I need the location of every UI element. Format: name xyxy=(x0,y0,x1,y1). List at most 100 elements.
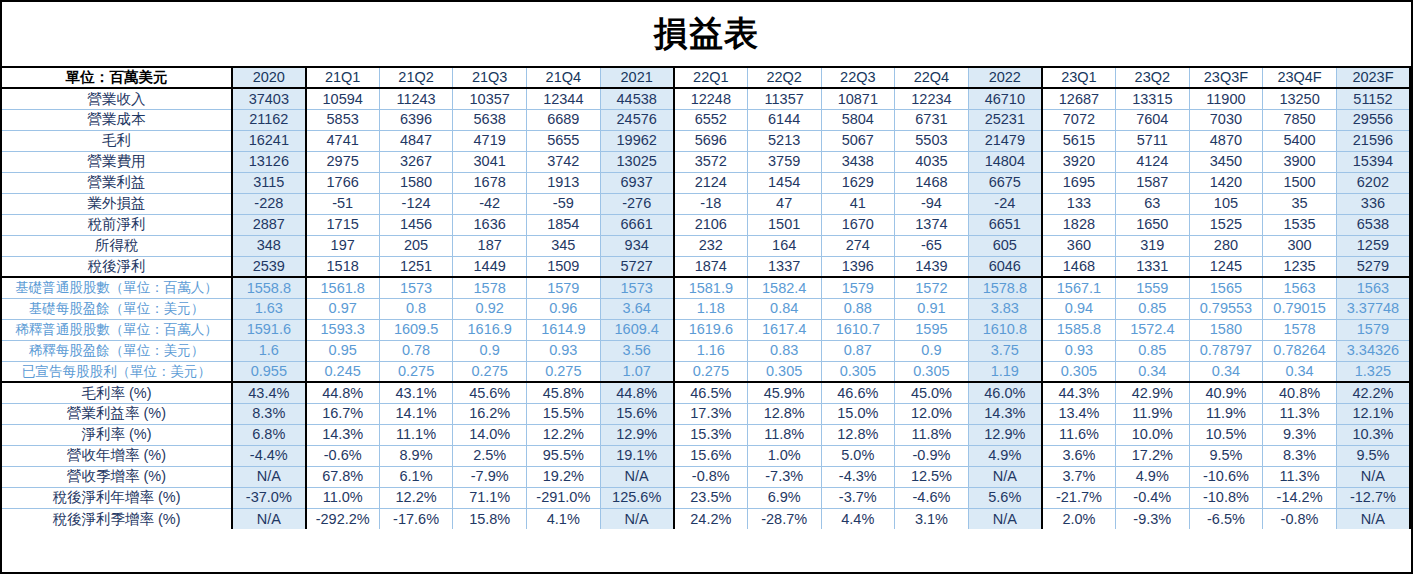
table-cell: -10.8% xyxy=(1189,487,1263,508)
table-cell: -0.6% xyxy=(306,445,380,466)
table-row: 稅後淨利253915181251144915095727187413371396… xyxy=(2,256,1410,277)
column-header-22Q1: 22Q1 xyxy=(674,67,748,88)
table-cell: 1245 xyxy=(1189,256,1263,277)
table-cell: 4847 xyxy=(379,130,453,151)
table-row: 營收季增率 (%)N/A67.8%6.1%-7.9%19.2%N/A-0.8%-… xyxy=(2,466,1410,487)
table-row: 淨利率 (%)6.8%14.3%11.1%14.0%12.2%12.9%15.3… xyxy=(2,424,1410,445)
table-cell: 1715 xyxy=(306,214,380,235)
table-cell: 51152 xyxy=(1336,88,1410,109)
unit-header-cell: 單位：百萬美元 xyxy=(2,67,232,88)
table-cell: 232 xyxy=(674,235,748,256)
table-cell: 6046 xyxy=(968,256,1042,277)
table-cell: 16.2% xyxy=(453,403,527,424)
table-cell: 0.305 xyxy=(821,361,895,382)
page-title: 損益表 xyxy=(654,11,759,57)
table-cell: 1609.4 xyxy=(600,319,674,340)
table-cell: -28.7% xyxy=(747,508,821,529)
column-header-21Q4: 21Q4 xyxy=(527,67,601,88)
table-cell: 1567.1 xyxy=(1042,277,1116,298)
table-cell: 0.85 xyxy=(1116,340,1190,361)
column-header-21Q2: 21Q2 xyxy=(379,67,453,88)
table-cell: 12.9% xyxy=(968,424,1042,445)
table-cell: 1913 xyxy=(527,172,601,193)
table-cell: 15.0% xyxy=(821,403,895,424)
table-cell: 0.305 xyxy=(747,361,821,382)
table-cell: 0.87 xyxy=(821,340,895,361)
table-cell: 4.1% xyxy=(527,508,601,529)
table-cell: -42 xyxy=(453,193,527,214)
table-cell: 1766 xyxy=(306,172,380,193)
table-cell: -12.7% xyxy=(1336,487,1410,508)
table-cell: 1581.9 xyxy=(674,277,748,298)
table-cell: 29556 xyxy=(1336,109,1410,130)
column-header-23Q3F: 23Q3F xyxy=(1189,67,1263,88)
table-cell: 1614.9 xyxy=(527,319,601,340)
table-cell: 4870 xyxy=(1189,130,1263,151)
table-cell: 19962 xyxy=(600,130,674,151)
column-header-2022: 2022 xyxy=(968,67,1042,88)
table-cell: 15.8% xyxy=(453,508,527,529)
table-cell: 0.93 xyxy=(527,340,601,361)
table-cell: 0.85 xyxy=(1116,298,1190,319)
table-cell: 45.9% xyxy=(747,382,821,403)
table-cell: 2106 xyxy=(674,214,748,235)
table-cell: 15394 xyxy=(1336,151,1410,172)
table-cell: 42.9% xyxy=(1116,382,1190,403)
table-cell: 133 xyxy=(1042,193,1116,214)
table-cell: 1578 xyxy=(1263,319,1337,340)
table-cell: 1670 xyxy=(821,214,895,235)
table-cell: 2.5% xyxy=(453,445,527,466)
table-cell: 1580 xyxy=(1189,319,1263,340)
table-cell: 15.6% xyxy=(674,445,748,466)
table-cell: 3450 xyxy=(1189,151,1263,172)
row-label: 基礎普通股股數（單位：百萬人） xyxy=(2,277,232,298)
table-cell: 11.0% xyxy=(306,487,380,508)
table-cell: 7850 xyxy=(1263,109,1337,130)
table-cell: 0.245 xyxy=(306,361,380,382)
table-cell: 1525 xyxy=(1189,214,1263,235)
income-statement-sheet: 損益表 單位：百萬美元202021Q121Q221Q321Q4202122Q12… xyxy=(0,0,1413,574)
column-header-2020: 2020 xyxy=(232,67,306,88)
table-cell: 0.79015 xyxy=(1263,298,1337,319)
table-cell: 11.1% xyxy=(379,424,453,445)
table-cell: 12.1% xyxy=(1336,403,1410,424)
table-cell: 13315 xyxy=(1116,88,1190,109)
table-cell: -4.3% xyxy=(821,466,895,487)
table-cell: 2975 xyxy=(306,151,380,172)
table-cell: 1558.8 xyxy=(232,277,306,298)
table-cell: 12687 xyxy=(1042,88,1116,109)
table-cell: 5615 xyxy=(1042,130,1116,151)
table-cell: 6661 xyxy=(600,214,674,235)
table-cell: 3267 xyxy=(379,151,453,172)
table-cell: 5727 xyxy=(600,256,674,277)
row-label: 稀釋普通股股數（單位：百萬人） xyxy=(2,319,232,340)
table-cell: 197 xyxy=(306,235,380,256)
table-cell: 46710 xyxy=(968,88,1042,109)
table-cell: 1.0% xyxy=(747,445,821,466)
table-cell: 40.8% xyxy=(1263,382,1337,403)
table-row: 稅後淨利季增率 (%)N/A-292.2%-17.6%15.8%4.1%N/A2… xyxy=(2,508,1410,529)
table-cell: 12.2% xyxy=(379,487,453,508)
table-cell: 1535 xyxy=(1263,214,1337,235)
table-cell: 8.9% xyxy=(379,445,453,466)
table-cell: -6.5% xyxy=(1189,508,1263,529)
row-label: 營業成本 xyxy=(2,109,232,130)
table-cell: 46.0% xyxy=(968,382,1042,403)
table-cell: 44.3% xyxy=(1042,382,1116,403)
table-cell: 3.75 xyxy=(968,340,1042,361)
table-cell: 43.1% xyxy=(379,382,453,403)
table-cell: 13.4% xyxy=(1042,403,1116,424)
table-cell: 8.3% xyxy=(1263,445,1337,466)
column-header-22Q3: 22Q3 xyxy=(821,67,895,88)
column-header-23Q2: 23Q2 xyxy=(1116,67,1190,88)
table-cell: 17.3% xyxy=(674,403,748,424)
table-cell: -4.6% xyxy=(895,487,969,508)
table-cell: -0.8% xyxy=(674,466,748,487)
table-cell: 4.9% xyxy=(1116,466,1190,487)
table-row: 營業費用131262975326730413742130253572375934… xyxy=(2,151,1410,172)
table-cell: 25231 xyxy=(968,109,1042,130)
table-cell: 23.5% xyxy=(674,487,748,508)
table-row: 營收年增率 (%)-4.4%-0.6%8.9%2.5%95.5%19.1%15.… xyxy=(2,445,1410,466)
table-cell: 1468 xyxy=(895,172,969,193)
table-cell: 1.325 xyxy=(1336,361,1410,382)
